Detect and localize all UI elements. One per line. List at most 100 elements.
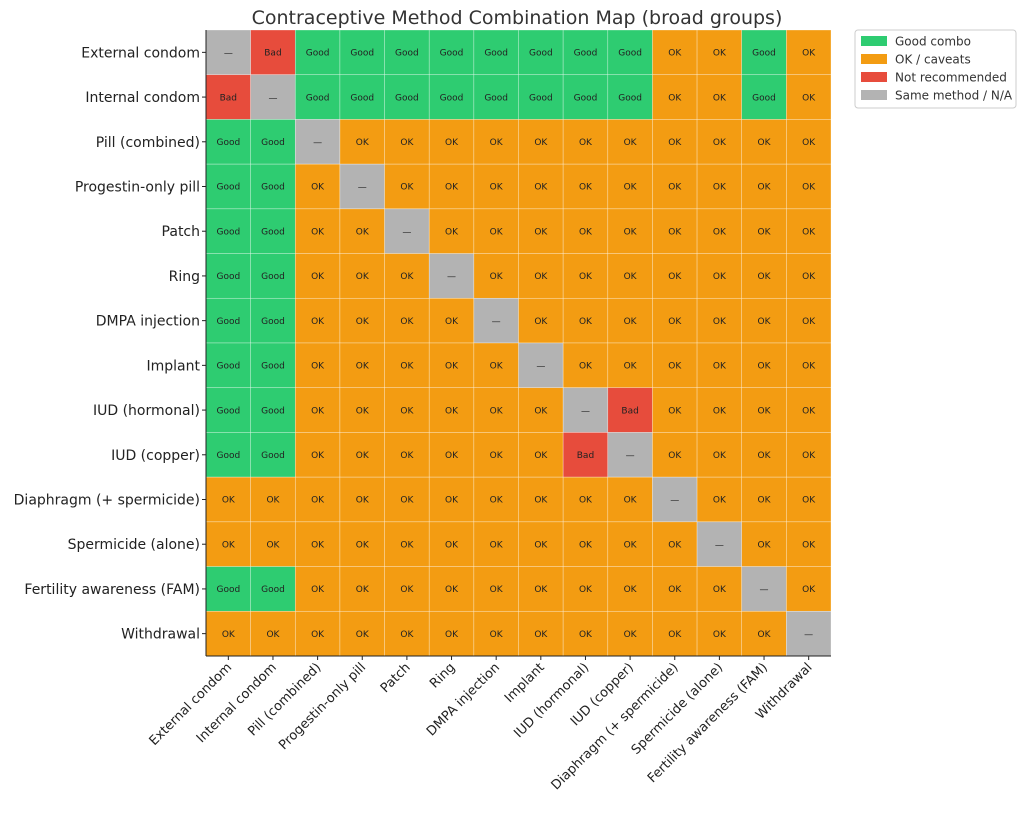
cell-label: OK: [713, 272, 727, 282]
heatmap-cell: [518, 74, 564, 120]
heatmap-cell: [562, 119, 609, 165]
heatmap-cell: [652, 119, 698, 165]
heatmap-cell: [607, 119, 653, 165]
cell-label: OK: [758, 317, 772, 327]
heatmap-cell: [518, 432, 564, 478]
cell-label: OK: [445, 183, 459, 193]
cell-label: OK: [579, 362, 593, 372]
heatmap-cell: [741, 74, 787, 120]
heatmap-cell: [518, 163, 564, 210]
heatmap-cell: [562, 610, 609, 657]
cell-label: Good: [529, 49, 553, 59]
cell-label: —: [536, 362, 545, 372]
cell-label: OK: [445, 540, 459, 550]
heatmap-cell: [339, 521, 385, 567]
heatmap-cell: [339, 163, 385, 210]
heatmap-cell: [696, 476, 743, 523]
cell-label: OK: [802, 183, 816, 193]
cell-label: OK: [222, 496, 236, 506]
cell-label: OK: [356, 272, 370, 282]
heatmap-cell: [250, 432, 296, 478]
cell-label: OK: [713, 362, 727, 372]
heatmap-cell: [473, 387, 519, 433]
heatmap-cell: [205, 387, 251, 433]
cell-label: OK: [579, 272, 593, 282]
cell-label: OK: [579, 138, 593, 148]
row-label: Fertility awareness (FAM): [24, 582, 200, 598]
row-label: Implant: [147, 358, 201, 374]
cell-label: OK: [400, 540, 414, 550]
heatmap-cell: [786, 566, 832, 612]
heatmap-cell: [473, 610, 519, 657]
heatmap-cell: [518, 253, 564, 299]
cell-label: OK: [311, 451, 325, 461]
heatmap-cell: [294, 387, 341, 433]
cell-label: OK: [356, 362, 370, 372]
cell-label: —: [402, 227, 411, 237]
cell-label: OK: [445, 362, 459, 372]
heatmap-cell: [786, 74, 832, 120]
heatmap-cell: [294, 74, 341, 120]
cell-label: Bad: [577, 451, 594, 461]
cell-label: OK: [534, 183, 548, 193]
cell-label: Good: [216, 183, 240, 193]
heatmap-cell: [741, 432, 787, 478]
cell-label: Good: [618, 49, 642, 59]
heatmap-cell: [518, 297, 564, 344]
cell-label: OK: [624, 272, 638, 282]
cell-label: OK: [490, 585, 504, 595]
legend-box: [854, 29, 1017, 109]
heatmap-cell: [741, 29, 787, 76]
cell-label: OK: [668, 227, 682, 237]
cell-label: Good: [216, 317, 240, 327]
heatmap-cell: [473, 163, 519, 210]
cell-label: OK: [802, 540, 816, 550]
heatmap-cell: [562, 566, 609, 612]
cell-label: OK: [668, 183, 682, 193]
heatmap-cell: [518, 566, 564, 612]
cell-label: OK: [802, 317, 816, 327]
cell-label: OK: [311, 585, 325, 595]
heatmap-cell: [607, 387, 653, 433]
heatmap-cell: [696, 342, 743, 389]
cell-label: OK: [222, 540, 236, 550]
row-label: Progestin-only pill: [75, 180, 200, 196]
cell-label: OK: [400, 138, 414, 148]
cell-label: OK: [758, 227, 772, 237]
heatmap-cell: [518, 208, 564, 254]
cell-label: OK: [624, 227, 638, 237]
cell-label: OK: [802, 406, 816, 416]
cell-label: OK: [579, 317, 593, 327]
heatmap-cell: [607, 521, 653, 567]
cell-label: Good: [261, 406, 285, 416]
cell-label: OK: [758, 451, 772, 461]
heatmap-cell: [384, 74, 430, 120]
heatmap-cell: [339, 29, 385, 76]
heatmap-cell: [294, 163, 341, 210]
cell-label: OK: [311, 362, 325, 372]
cell-label: Good: [752, 93, 776, 103]
heatmap-cell: [294, 119, 341, 165]
heatmap-cell: [384, 432, 430, 478]
heatmap-cell: [384, 297, 430, 344]
cell-label: OK: [445, 138, 459, 148]
cell-label: OK: [311, 406, 325, 416]
cell-label: Good: [395, 49, 419, 59]
heatmap-cell: [428, 432, 475, 478]
cell-label: Good: [752, 49, 776, 59]
heatmap-cell: [562, 521, 609, 567]
cell-label: OK: [311, 272, 325, 282]
cell-label: OK: [624, 540, 638, 550]
row-label: Pill (combined): [96, 135, 200, 151]
heatmap-cell: [607, 297, 653, 344]
heatmap-cell: [428, 387, 475, 433]
row-label: DMPA injection: [96, 314, 200, 330]
heatmap-cell: [473, 342, 519, 389]
cell-label: OK: [713, 496, 727, 506]
cell-label: —: [626, 451, 635, 461]
cell-label: OK: [400, 406, 414, 416]
heatmap-cell: [652, 610, 698, 657]
cell-label: OK: [400, 496, 414, 506]
cell-label: OK: [445, 451, 459, 461]
axes: [202, 30, 831, 660]
